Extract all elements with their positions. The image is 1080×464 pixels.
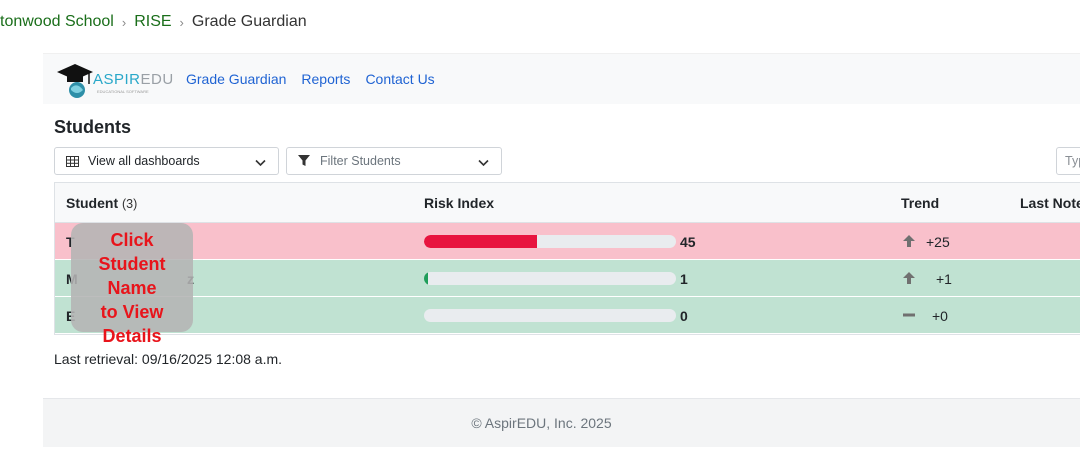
- header-trend[interactable]: Trend: [901, 195, 940, 211]
- student-name-link[interactable]: E: [66, 308, 75, 324]
- logo-wordmark: ASPIREDU: [93, 71, 174, 88]
- graduation-cap-icon: [57, 64, 93, 98]
- trend-value: +1: [936, 271, 952, 287]
- chevron-down-icon: [255, 156, 266, 170]
- table-grid-icon: [65, 154, 79, 168]
- click-student-tooltip: Click Student Name to View Details: [71, 223, 193, 346]
- table-row[interactable]: T 45 +25: [55, 223, 1080, 260]
- table-row[interactable]: Mz1+1: [55, 260, 1080, 297]
- app-frame: ASPIREDU EDUCATIONAL SOFTWARE Grade Guar…: [43, 53, 1080, 447]
- dashboards-dropdown-label: View all dashboards: [88, 154, 200, 168]
- filter-students-label: Filter Students: [320, 154, 401, 168]
- dashboards-dropdown[interactable]: View all dashboards: [54, 147, 279, 175]
- search-input[interactable]: [1056, 147, 1080, 175]
- header-student[interactable]: Student (3): [66, 195, 138, 211]
- table-header: Student (3) Risk Index Trend Last Note: [55, 183, 1080, 223]
- logo-subtitle: EDUCATIONAL SOFTWARE: [97, 89, 149, 94]
- student-name-link[interactable]: T: [66, 234, 75, 250]
- arrow-up-icon: [903, 272, 915, 284]
- nav-grade-guardian[interactable]: Grade Guardian: [186, 71, 287, 87]
- risk-index-bar: [424, 235, 676, 248]
- filter-icon: [297, 154, 311, 168]
- arrow-up-icon: [903, 235, 915, 247]
- header-risk-index[interactable]: Risk Index: [424, 195, 495, 211]
- filter-students-dropdown[interactable]: Filter Students: [286, 147, 502, 175]
- minus-icon: [903, 313, 915, 317]
- chevron-right-icon: ›: [121, 14, 127, 30]
- risk-index-fill: [424, 272, 428, 285]
- students-table: Student (3) Risk Index Trend Last Note T…: [54, 182, 1080, 335]
- aspiredu-logo[interactable]: ASPIREDU EDUCATIONAL SOFTWARE: [55, 60, 173, 100]
- risk-index-value: 45: [680, 234, 696, 250]
- last-retrieval-text: Last retrieval: 09/16/2025 12:08 a.m.: [54, 351, 283, 367]
- risk-index-value: 0: [680, 308, 688, 324]
- chevron-right-icon: ›: [179, 14, 184, 30]
- breadcrumb: tonwood School › RISE › Grade Guardian: [0, 0, 1080, 44]
- chevron-down-icon: [478, 156, 489, 170]
- trend-value: +0: [932, 308, 948, 324]
- breadcrumb-school-link[interactable]: tonwood School: [0, 13, 114, 30]
- breadcrumb-rise-link[interactable]: RISE: [134, 13, 172, 30]
- student-count: (3): [122, 197, 138, 211]
- main-content: Students View all dashboards Filter Stud…: [43, 104, 1080, 398]
- page-title: Students: [54, 117, 132, 137]
- footer-copyright: © AspirEDU, Inc. 2025: [471, 415, 612, 431]
- navbar: ASPIREDU EDUCATIONAL SOFTWARE Grade Guar…: [43, 53, 1080, 104]
- nav-contact-us[interactable]: Contact Us: [365, 71, 435, 87]
- table-row[interactable]: E 0 +0: [55, 297, 1080, 334]
- breadcrumb-current: Grade Guardian: [191, 13, 307, 30]
- footer: © AspirEDU, Inc. 2025: [43, 398, 1080, 447]
- nav-links: Grade Guardian Reports Contact Us: [186, 71, 435, 87]
- risk-index-fill: [424, 235, 538, 248]
- trend-value: +25: [926, 234, 950, 250]
- risk-index-bar: [424, 272, 676, 285]
- risk-index-bar: [424, 309, 676, 322]
- nav-reports[interactable]: Reports: [301, 71, 351, 87]
- header-last-note[interactable]: Last Note: [1020, 195, 1080, 211]
- risk-index-value: 1: [680, 271, 688, 287]
